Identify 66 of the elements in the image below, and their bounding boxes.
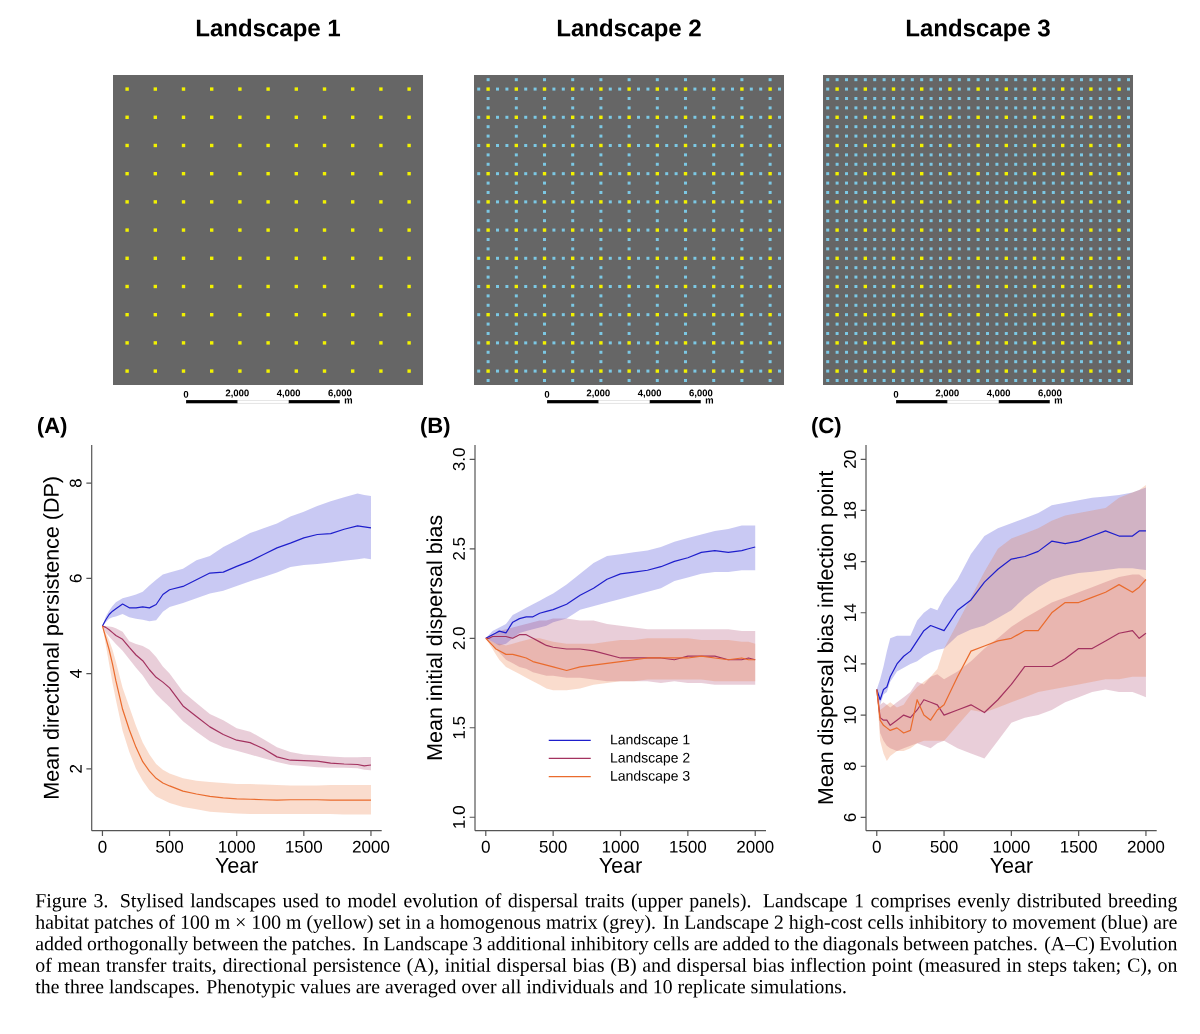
- chart-title: (C): [812, 417, 841, 438]
- x-tick-label: 4,000: [637, 389, 662, 398]
- x-tick-label: 500: [156, 840, 184, 853]
- legend-label: Landscape 3: [611, 770, 690, 784]
- x-tick-label: 1000: [219, 840, 255, 853]
- y-tick-label: 14: [844, 603, 856, 621]
- x-tick-label: 0: [872, 840, 881, 853]
- line-series: [101, 525, 372, 627]
- y-tick-label: 10: [843, 706, 856, 724]
- x-tick-label: 6,000: [328, 389, 352, 398]
- x-axis-title: Year: [599, 857, 642, 873]
- y-tick-label: 2.0: [452, 627, 465, 650]
- x-tick-label: 0: [98, 840, 107, 853]
- x-axis-title: m: [705, 398, 714, 404]
- line-series: [485, 546, 756, 639]
- legend-label: Landscape 1: [611, 734, 690, 748]
- x-axis-title: m: [344, 398, 353, 404]
- y-tick-label: 6: [843, 813, 856, 822]
- y-tick-label: 8: [843, 762, 856, 771]
- x-tick-label: 4,000: [986, 389, 1011, 398]
- x-tick-label: 1000: [993, 840, 1030, 853]
- x-axis-title: Year: [990, 857, 1033, 873]
- y-tick-label: 8: [69, 479, 82, 488]
- x-tick-label: 1500: [1061, 840, 1097, 853]
- x-axis-title: m: [1054, 398, 1063, 404]
- y-tick-label: 2: [69, 764, 82, 773]
- x-axis-title: Year: [215, 857, 259, 873]
- y-axis-title: Mean initial dispersal bias: [426, 515, 447, 760]
- x-tick-label: 2,000: [586, 389, 610, 398]
- x-tick-label: 4,000: [276, 389, 301, 398]
- x-tick-label: 2000: [352, 840, 390, 853]
- y-tick-label: 6: [69, 574, 82, 583]
- chart-title: Landscape 2: [557, 18, 701, 42]
- x-tick-label: 0: [544, 390, 550, 398]
- y-axis-title: Mean dispersal bias inflection point: [817, 470, 838, 804]
- x-tick-label: 500: [930, 840, 958, 853]
- y-tick-label: 2.5: [452, 537, 465, 560]
- chart-title: Landscape 3: [906, 18, 1050, 42]
- x-tick-label: 1000: [602, 840, 639, 853]
- y-tick-label: 18: [843, 501, 856, 519]
- x-tick-label: 0: [481, 840, 490, 853]
- x-tick-label: 1500: [670, 840, 707, 853]
- x-tick-label: 1500: [286, 840, 323, 853]
- caption: Figure 3. Stylised landscapes used to model evolution of dispersal traits (upper panels). Landscape 1 comprises evenly distributed breeding habitat patches of 100 m × 100 m (yellow) set in a homogenous matrix (grey). In Landscape 2 high-cost cells inhibitory to movement (blue) are added orthogonally between the patches. In Landscape 3 additional inhibitory cells are added to the diagonals between patches. (A–C) Evolution of mean transfer traits, directional persistence (A), initial dispersal bias (B) and dispersal bias inflection point (measured in steps taken; C), on the three landscapes. Phenotypic values are averaged over all individuals and 10 replicate simulations.: [35, 893, 1178, 998]
- x-tick-label: 6,000: [1038, 389, 1062, 398]
- x-tick-label: 2000: [737, 840, 774, 853]
- chart-title: (B): [421, 417, 450, 438]
- chart-title: Landscape 1: [196, 18, 341, 42]
- x-tick-label: 500: [539, 840, 567, 853]
- y-tick-label: 1.0: [452, 806, 465, 828]
- line-series: [876, 578, 1147, 734]
- x-tick-label: 2000: [1127, 840, 1165, 853]
- x-tick-label: 2,000: [225, 389, 249, 398]
- x-tick-label: 0: [893, 390, 899, 398]
- y-tick-label: 12: [844, 655, 856, 673]
- y-tick-label: 20: [843, 450, 856, 468]
- y-tick-label: 4: [69, 669, 82, 678]
- x-tick-label: 2,000: [935, 389, 959, 398]
- y-tick-label: 3.0: [452, 448, 465, 471]
- chart-title: (A): [37, 417, 67, 438]
- x-tick-label: 0: [183, 390, 189, 398]
- x-tick-label: 6,000: [689, 389, 713, 398]
- y-tick-label: 1.5: [453, 716, 465, 739]
- y-tick-label: 16: [843, 552, 856, 570]
- y-axis-title: Mean directional persistence (DP): [43, 477, 64, 798]
- legend-label: Landscape 2: [611, 752, 690, 766]
